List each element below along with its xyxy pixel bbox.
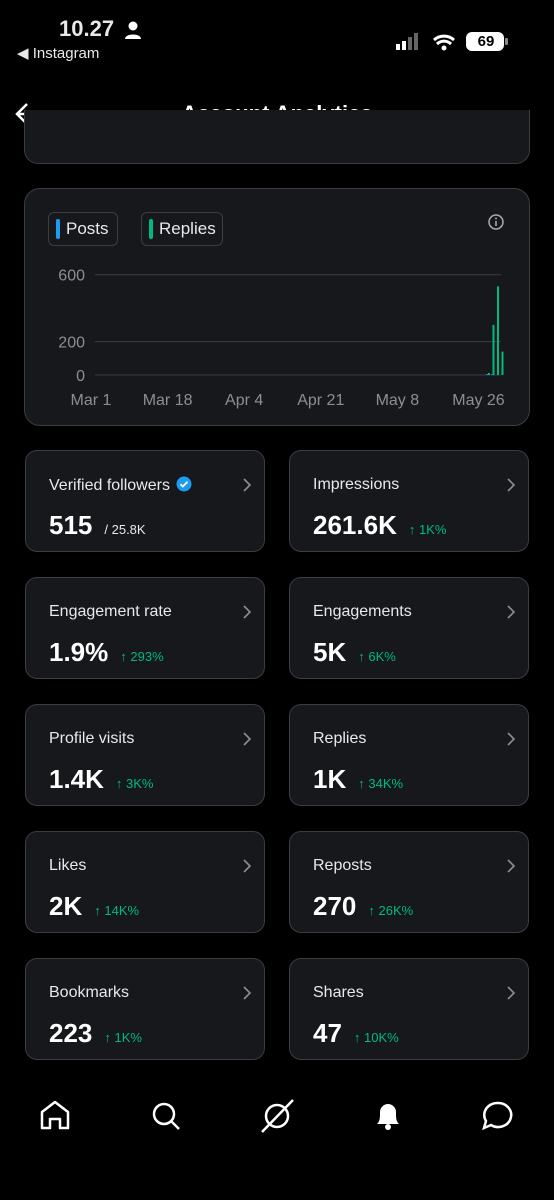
chevron xyxy=(507,478,516,492)
metric-card[interactable]: Replies 1K ↑ 34K% xyxy=(289,704,529,806)
metric-value: 1.9% xyxy=(49,637,109,667)
metric-value: 5K xyxy=(313,637,347,667)
x-tick-label: May 26 xyxy=(452,392,505,409)
metric-card[interactable]: Verified followers 515 / 25.8K xyxy=(25,450,265,552)
change: ↑ 6K% xyxy=(358,649,396,664)
metric-card[interactable]: Reposts 270 ↑ 26K% xyxy=(289,831,529,933)
chevron xyxy=(243,859,252,873)
status-icons xyxy=(396,32,508,51)
metric-card[interactable]: Bookmarks 223 ↑ 1K% xyxy=(25,958,265,1060)
change: ↑ 10K% xyxy=(353,1030,399,1045)
time: 10.27 xyxy=(59,16,115,41)
metric-value: 2K xyxy=(49,891,83,921)
metric-label: Bookmarks xyxy=(49,984,130,1001)
x-tick-label: Mar 1 xyxy=(71,392,112,409)
legend-swatch xyxy=(56,219,60,239)
metric-value: 1K xyxy=(313,764,347,794)
metric-label: Profile visits xyxy=(49,730,135,747)
legend-item[interactable]: Posts xyxy=(48,212,118,246)
metric-value: 1.4K xyxy=(49,764,104,794)
metric-card[interactable]: Likes 2K ↑ 14K% xyxy=(25,831,265,933)
chevron xyxy=(243,732,252,746)
previous-card xyxy=(24,110,530,164)
x-tick-label: May 8 xyxy=(376,392,420,409)
y-tick-label: 600 xyxy=(58,268,85,285)
metric-value: 270 xyxy=(313,891,357,921)
metric-label: Engagement rate xyxy=(49,603,172,620)
notifications-tab[interactable] xyxy=(377,1104,399,1130)
bar xyxy=(490,374,493,375)
bar xyxy=(492,324,495,375)
metric-label: Replies xyxy=(313,730,367,747)
chevron xyxy=(507,859,516,873)
metric-label: Likes xyxy=(49,857,87,874)
metric-value: 515 xyxy=(49,510,93,540)
metric-card[interactable]: Shares 47 ↑ 10K% xyxy=(289,958,529,1060)
change: ↑ 293% xyxy=(120,649,164,664)
bottom-nav xyxy=(40,1099,513,1133)
metric-label: Impressions xyxy=(313,476,400,493)
metric-value: 223 xyxy=(49,1018,93,1048)
y-tick-label: 0 xyxy=(76,368,85,385)
battery-level: 69 xyxy=(477,33,495,50)
metric-value: 261.6K xyxy=(313,510,397,540)
x-tick-label: Apr 21 xyxy=(297,392,344,409)
change: ↑ 34K% xyxy=(358,776,404,791)
metric-card[interactable]: Engagements 5K ↑ 6K% xyxy=(289,577,529,679)
change: ↑ 26K% xyxy=(368,903,414,918)
metric-label: Reposts xyxy=(313,857,372,874)
messages-tab[interactable] xyxy=(482,1101,513,1131)
legend-label: Replies xyxy=(159,219,216,238)
change: ↑ 1K% xyxy=(104,1030,142,1045)
home-tab[interactable] xyxy=(40,1100,70,1130)
grok-tab[interactable] xyxy=(261,1099,294,1133)
chart-card xyxy=(24,188,530,426)
chevron xyxy=(243,605,252,619)
y-tick-label: 200 xyxy=(58,335,85,352)
metric-card[interactable]: Impressions 261.6K ↑ 1K% xyxy=(289,450,529,552)
info-icon[interactable] xyxy=(487,213,505,231)
search-tab[interactable] xyxy=(152,1102,180,1130)
legend-swatch xyxy=(149,219,153,239)
verified-badge xyxy=(176,476,192,492)
bar xyxy=(486,373,489,375)
chart: 0 200 600 Mar 1 Mar 18 Apr 4 Apr 21 May 8 May 26 xyxy=(58,268,505,409)
metric-label: Verified followers xyxy=(49,477,170,494)
change: ↑ 3K% xyxy=(115,776,154,791)
back-app-name: Instagram xyxy=(32,45,100,62)
chevron xyxy=(507,732,516,746)
chevron xyxy=(507,986,516,1000)
bar xyxy=(501,351,504,375)
metric-card[interactable]: Profile visits 1.4K ↑ 3K% xyxy=(25,704,265,806)
metric-value: 47 xyxy=(313,1018,342,1048)
change: ↑ 1K% xyxy=(408,522,447,537)
change: ↑ 14K% xyxy=(94,903,140,918)
total: / 25.8K xyxy=(104,522,146,537)
bar xyxy=(496,286,499,375)
legend-item[interactable]: Replies xyxy=(141,212,223,246)
legend-label: Posts xyxy=(66,219,109,238)
person-icon xyxy=(125,21,141,39)
metric-card[interactable]: Engagement rate 1.9% ↑ 293% xyxy=(25,577,265,679)
metric-label: Shares xyxy=(313,984,364,1001)
chevron xyxy=(507,605,516,619)
x-tick-label: Mar 18 xyxy=(143,392,193,409)
chevron xyxy=(243,478,252,492)
chevron xyxy=(243,986,252,1000)
bar xyxy=(487,372,490,375)
x-tick-label: Apr 4 xyxy=(225,392,263,409)
metric-label: Engagements xyxy=(313,603,412,620)
back-to-app[interactable]: ◀ Instagram xyxy=(17,45,100,62)
